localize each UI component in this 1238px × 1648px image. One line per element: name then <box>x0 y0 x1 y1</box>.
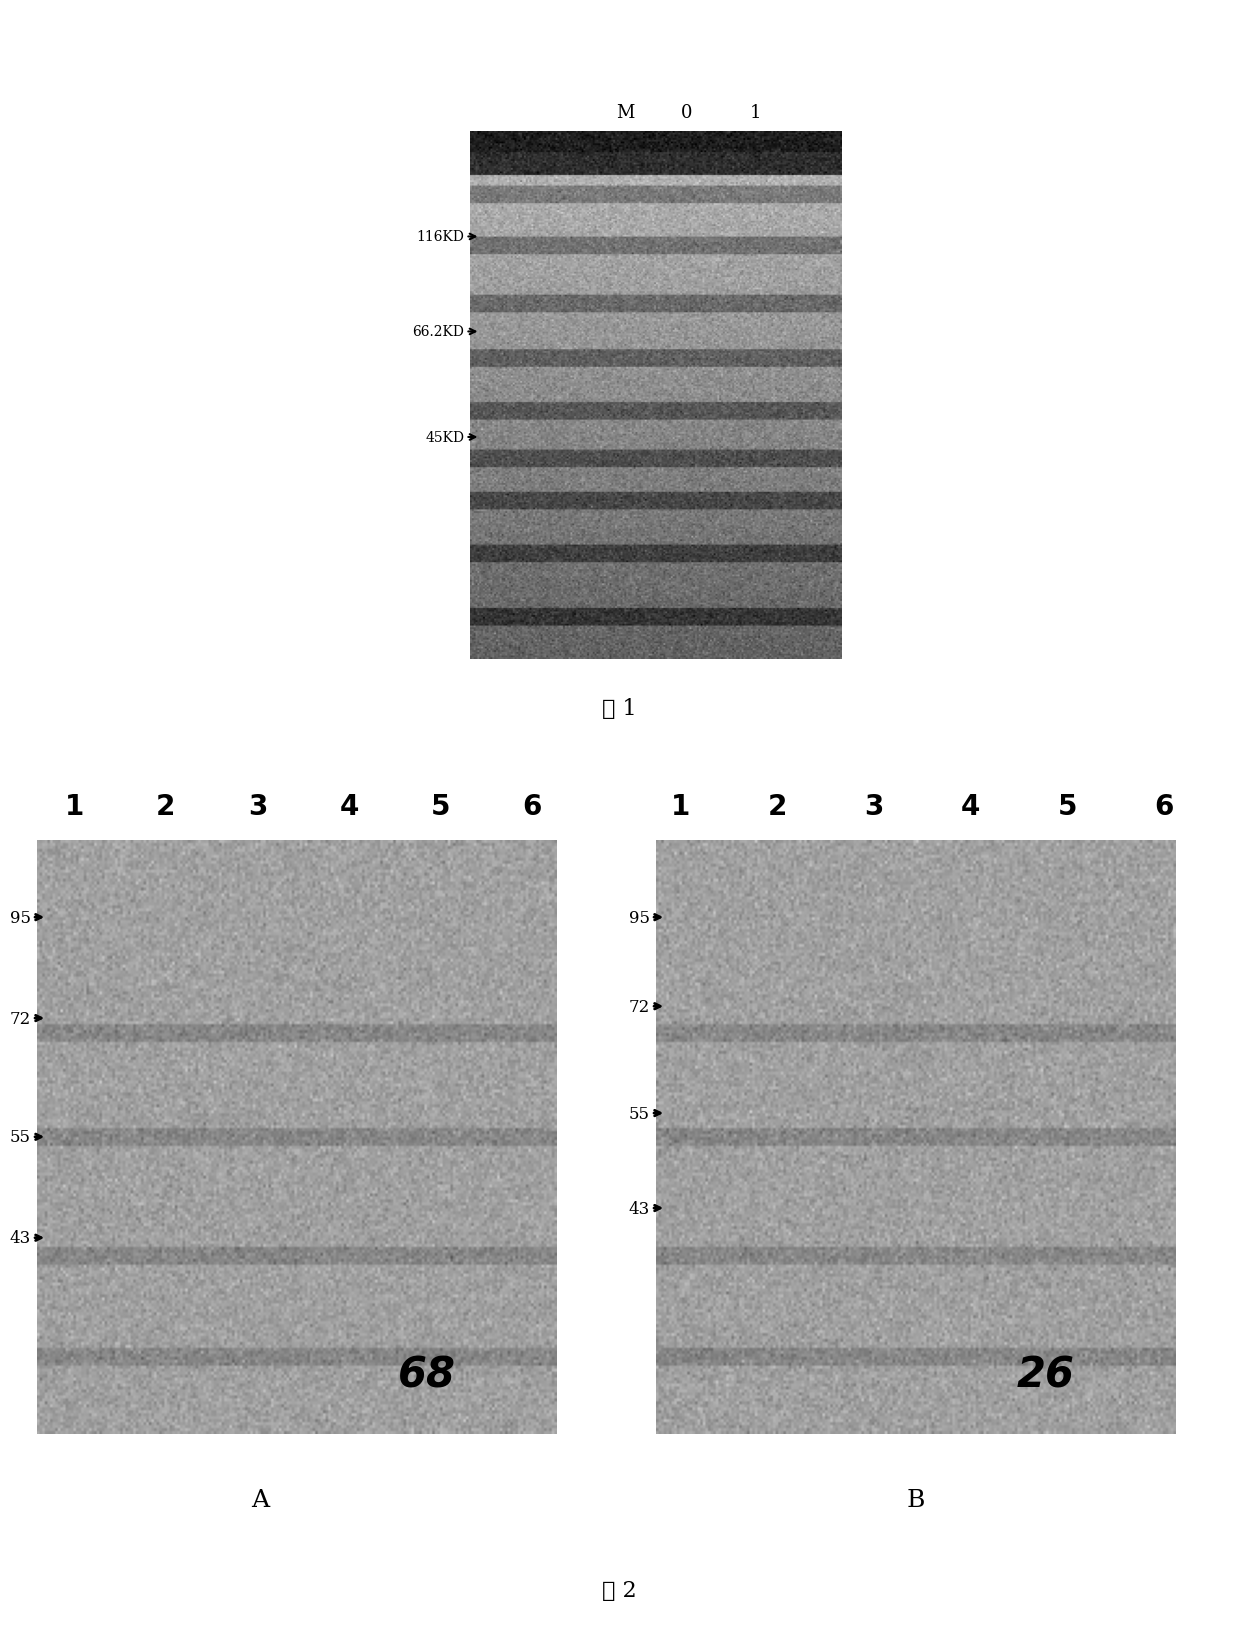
Text: 5: 5 <box>431 793 451 821</box>
Text: 4: 4 <box>339 793 359 821</box>
Text: 116KD: 116KD <box>416 231 464 244</box>
Text: 45KD: 45KD <box>425 430 464 445</box>
Text: M: M <box>617 104 634 122</box>
Text: 图 2: 图 2 <box>602 1579 636 1602</box>
Text: 6: 6 <box>1154 793 1174 821</box>
Text: 图 1: 图 1 <box>602 697 636 720</box>
Text: 43: 43 <box>10 1229 31 1246</box>
Text: 6: 6 <box>522 793 542 821</box>
Text: 1: 1 <box>671 793 691 821</box>
Text: 26: 26 <box>1018 1353 1075 1396</box>
Text: 3: 3 <box>864 793 884 821</box>
Text: 55: 55 <box>629 1104 650 1122</box>
Text: 66.2KD: 66.2KD <box>412 325 464 339</box>
Text: 43: 43 <box>629 1200 650 1216</box>
Text: 95: 95 <box>10 910 31 926</box>
Text: A: A <box>251 1488 269 1511</box>
Text: 0: 0 <box>681 104 693 122</box>
Text: 2: 2 <box>156 793 176 821</box>
Text: B: B <box>907 1488 925 1511</box>
Text: 4: 4 <box>961 793 980 821</box>
Text: 1: 1 <box>749 104 761 122</box>
Text: 2: 2 <box>768 793 787 821</box>
Text: 55: 55 <box>10 1129 31 1145</box>
Text: 3: 3 <box>248 793 267 821</box>
Text: 1: 1 <box>64 793 84 821</box>
Text: 72: 72 <box>10 1010 31 1027</box>
Text: 5: 5 <box>1057 793 1077 821</box>
Text: 95: 95 <box>629 910 650 926</box>
Text: 72: 72 <box>629 999 650 1015</box>
Text: 68: 68 <box>399 1353 456 1396</box>
